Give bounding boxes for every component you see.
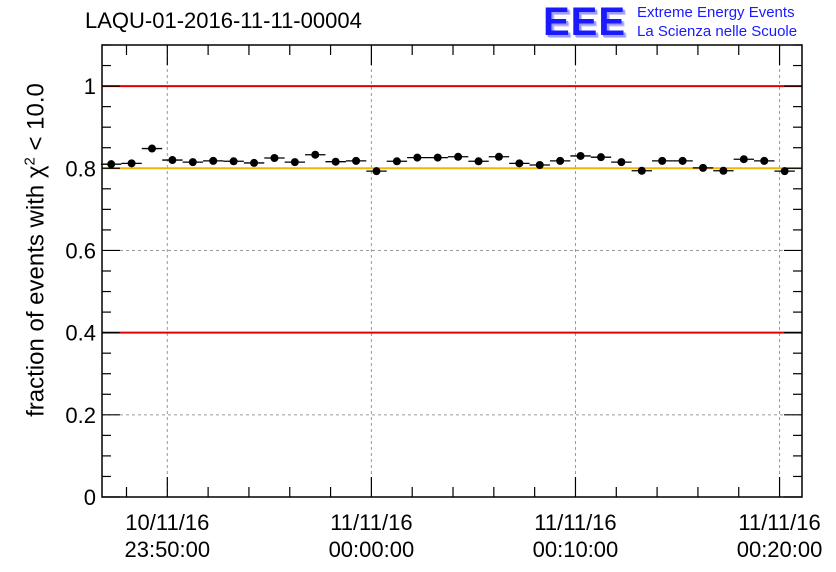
data-point	[590, 153, 612, 162]
point-marker	[392, 157, 401, 166]
data-point	[672, 156, 693, 165]
axis-ticks	[102, 44, 802, 498]
data-point	[733, 155, 755, 164]
data-point	[570, 151, 591, 160]
data-point	[162, 156, 183, 165]
logo-text-line1: Extreme Energy Events	[637, 4, 795, 21]
point-marker	[515, 159, 524, 168]
data-point	[468, 157, 489, 166]
data-point	[488, 152, 510, 161]
data-point	[366, 167, 387, 176]
chart-title: LAQU-01-2016-11-11-00004	[85, 8, 362, 33]
x-tick-date-label: 10/11/16	[125, 510, 209, 535]
data-point	[141, 144, 163, 153]
point-marker	[494, 152, 503, 161]
point-marker	[617, 158, 626, 167]
point-marker	[454, 152, 463, 161]
point-marker	[637, 166, 646, 175]
point-marker	[658, 156, 667, 165]
point-marker	[352, 156, 361, 165]
x-tick-time-label: 00:10:00	[533, 537, 619, 562]
data-point	[692, 163, 714, 172]
point-marker	[188, 158, 197, 167]
data-points	[100, 144, 795, 176]
x-tick-time-label: 00:00:00	[329, 537, 415, 562]
data-point	[203, 156, 224, 165]
data-point	[264, 154, 285, 162]
point-marker	[127, 159, 136, 168]
data-point	[774, 167, 795, 176]
x-tick-time-label: 00:20:00	[737, 537, 823, 562]
data-point	[631, 166, 652, 175]
point-marker	[760, 156, 769, 165]
x-tick-date-label: 11/11/16	[534, 510, 616, 535]
point-marker	[229, 157, 238, 166]
point-marker	[474, 157, 483, 166]
data-point	[305, 150, 326, 159]
data-point	[345, 156, 367, 165]
point-marker	[331, 157, 340, 166]
data-point	[100, 160, 122, 169]
point-marker	[311, 150, 320, 159]
point-marker	[250, 158, 259, 167]
axis-tick-labels: 00.20.40.60.8110/11/1623:50:0011/11/1600…	[65, 74, 822, 562]
y-tick-label: 0.6	[65, 238, 96, 263]
point-marker	[290, 158, 299, 167]
data-point	[325, 157, 346, 166]
logo-text-line2: La Scienza nelle Scuole	[637, 23, 798, 40]
point-marker	[148, 144, 156, 153]
point-marker	[596, 153, 605, 162]
grid-layer	[102, 45, 802, 497]
x-tick-time-label: 23:50:00	[124, 537, 210, 562]
point-marker	[107, 160, 116, 169]
data-point	[386, 157, 408, 166]
data-point	[713, 166, 734, 175]
data-point	[754, 156, 775, 165]
data-point	[529, 160, 550, 169]
point-marker	[270, 154, 279, 162]
data-point	[549, 156, 571, 165]
data-point	[223, 157, 244, 166]
eee-logo-mark: EEE	[543, 0, 627, 44]
point-marker	[576, 151, 585, 160]
data-point	[121, 159, 142, 168]
data-point	[407, 153, 428, 162]
data-point	[182, 158, 204, 167]
point-marker	[556, 156, 565, 165]
y-tick-label: 0	[84, 485, 96, 510]
point-marker	[739, 155, 748, 164]
data-point	[509, 159, 530, 168]
data-point	[427, 153, 448, 162]
point-marker	[372, 167, 381, 176]
y-tick-label: 1	[84, 74, 96, 99]
point-marker	[699, 163, 708, 172]
x-tick-date-label: 11/11/16	[738, 510, 820, 535]
data-point	[447, 152, 469, 161]
y-tick-label: 0.8	[65, 156, 96, 181]
data-point	[611, 158, 632, 167]
plot-frame	[101, 44, 803, 498]
point-marker	[678, 156, 687, 165]
reference-lines	[102, 85, 802, 334]
y-tick-label: 0.4	[65, 321, 96, 346]
point-marker	[535, 160, 544, 169]
data-point	[284, 158, 306, 167]
point-marker	[413, 153, 422, 162]
y-tick-label: 0.2	[65, 403, 96, 428]
point-marker	[209, 156, 218, 165]
point-marker	[719, 166, 728, 175]
point-marker	[780, 167, 789, 176]
point-marker	[433, 153, 442, 162]
data-point	[243, 158, 265, 167]
x-tick-date-label: 11/11/16	[330, 510, 412, 535]
point-marker	[168, 156, 177, 165]
data-point	[652, 156, 673, 165]
